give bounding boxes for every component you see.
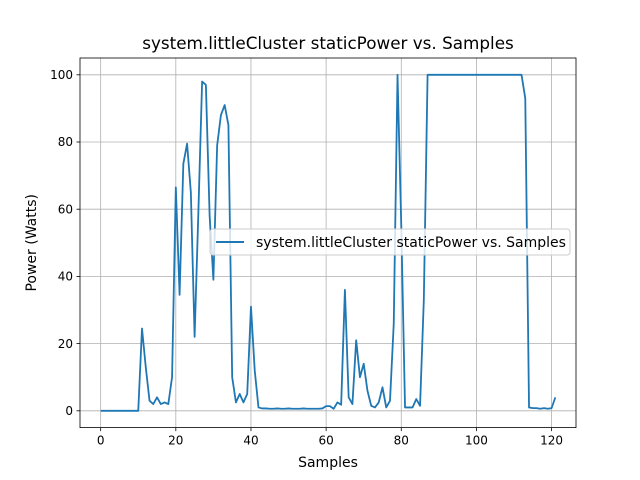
x-tick-label: 80	[394, 434, 409, 448]
legend: system.littleCluster staticPower vs. Sam…	[209, 228, 571, 256]
legend-box	[209, 228, 571, 256]
ticks: 0 20 40 60 80 100 120 0 20 40 60 80 100	[50, 68, 563, 448]
x-axis-label: Samples	[298, 455, 358, 471]
x-tick-label: 120	[540, 434, 563, 448]
x-tick-label: 60	[318, 434, 333, 448]
y-tick-label: 20	[58, 337, 73, 351]
series-layer	[100, 73, 557, 412]
x-tick-label: 20	[168, 434, 183, 448]
y-tick-label: 60	[58, 202, 73, 216]
plot-frame	[79, 57, 577, 429]
y-tick-label: 100	[50, 68, 73, 82]
x-tick-label: 0	[97, 434, 105, 448]
series-line	[100, 73, 557, 412]
x-tick-label: 100	[465, 434, 488, 448]
y-tick-label: 0	[65, 404, 73, 418]
x-tick-label: 40	[243, 434, 258, 448]
y-tick-label: 40	[58, 270, 73, 284]
legend-label: system.littleCluster staticPower vs. Sam…	[256, 235, 566, 251]
y-axis-label: Power (Watts)	[24, 194, 40, 292]
chart-title: system.littleCluster staticPower vs. Sam…	[142, 33, 514, 53]
y-tick-label: 80	[58, 135, 73, 149]
